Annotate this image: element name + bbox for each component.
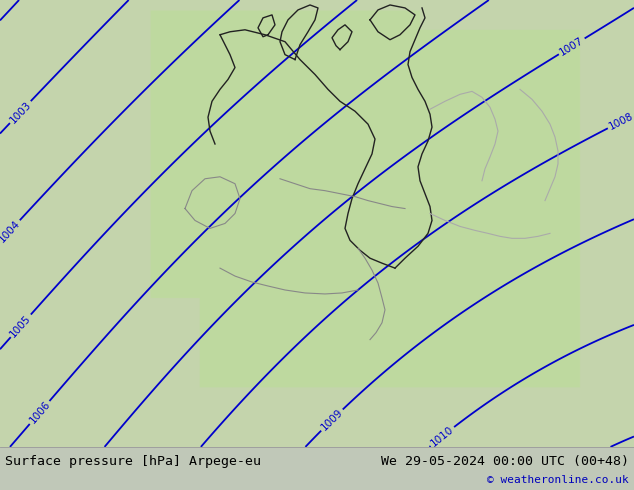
Text: © weatheronline.co.uk: © weatheronline.co.uk bbox=[488, 475, 629, 485]
Text: 1007: 1007 bbox=[558, 35, 586, 57]
Text: 1003: 1003 bbox=[8, 99, 33, 125]
Text: 1006: 1006 bbox=[27, 399, 52, 426]
Text: Surface pressure [hPa] Arpege-eu: Surface pressure [hPa] Arpege-eu bbox=[5, 455, 261, 468]
Text: 1008: 1008 bbox=[607, 111, 634, 132]
Text: 1009: 1009 bbox=[319, 407, 345, 433]
Text: 1005: 1005 bbox=[8, 313, 33, 339]
Text: 1004: 1004 bbox=[0, 219, 22, 245]
Text: We 29-05-2024 00:00 UTC (00+48): We 29-05-2024 00:00 UTC (00+48) bbox=[381, 455, 629, 468]
Text: 1010: 1010 bbox=[429, 424, 456, 448]
